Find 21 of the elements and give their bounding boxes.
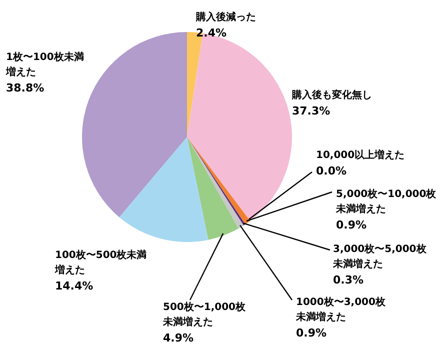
data-label: 0.3%: [333, 274, 364, 286]
data-label: 38.8%: [6, 82, 44, 94]
slice-label: 購入後減った: [195, 11, 256, 23]
pie-slice: [119, 137, 208, 242]
slice-label: 1000枚〜3,000枚未満増えた: [295, 296, 386, 323]
data-label: 14.4%: [55, 280, 94, 292]
slice-label: 購入後も変化無し: [291, 89, 372, 101]
data-label: 37.3%: [292, 104, 330, 118]
pie-slice: [82, 32, 187, 218]
slice-label: 5,000枚〜10,000枚未満増えた: [335, 188, 438, 215]
data-label: 2.4%: [196, 26, 227, 40]
data-label: 0.9%: [336, 218, 367, 232]
text: 0.0%: [316, 164, 347, 178]
slice-label: 1枚〜100枚未満増えた: [5, 51, 84, 78]
data-label: 4.9%: [163, 332, 194, 344]
slice-label: 3,000枚〜5,000枚未満増えた: [332, 243, 428, 270]
category-label: 10,000以上増えた: [316, 150, 405, 161]
slice-label: 100枚〜500枚未満増えた: [54, 249, 147, 276]
slice-label: 500枚〜1,000枚未満増えた: [162, 301, 247, 328]
pie-slice: [187, 137, 238, 240]
data-label: 0.9%: [296, 326, 327, 340]
